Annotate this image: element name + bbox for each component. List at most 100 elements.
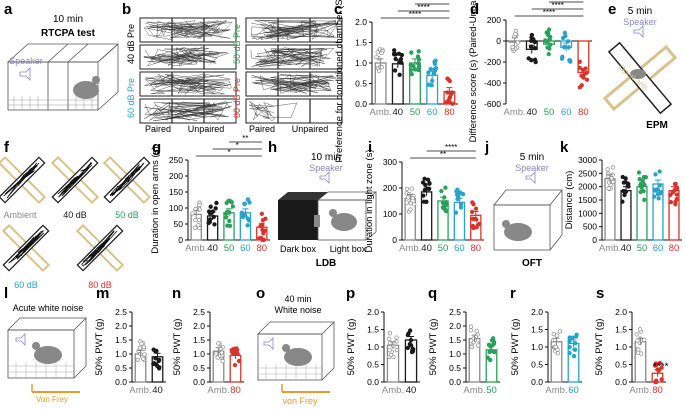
speaker-icon [263, 337, 274, 350]
chart-m: 0.0 0.5 1.0 1.5 2.0 2.5 50% PWT (g) Amb. 40 [94, 307, 166, 396]
data-point [637, 327, 643, 332]
data-point [513, 31, 518, 37]
category-label: 40 [406, 385, 417, 396]
y-axis-label: 50% PWT (g) [594, 319, 605, 376]
category-label: 50 [410, 107, 421, 118]
y-tick-label: 0.5 [115, 363, 127, 373]
y-tick-label: 300 [383, 157, 397, 167]
chart-g: 0 50 100 150 200 250 Duration in open arms (s)… [150, 134, 270, 254]
data-point [142, 352, 147, 357]
y-tick-label: 1.5 [193, 335, 205, 345]
data-point [567, 345, 572, 350]
y-axis-label: Distance (cm) [564, 171, 575, 230]
y-tick-label: 0 [592, 235, 597, 245]
y-tick-label: 200 [169, 171, 183, 181]
y-tick-label: 2.0 [115, 321, 127, 331]
significance-marker: **** [417, 3, 429, 12]
data-point [259, 211, 264, 216]
y-tick-label: 1000 [578, 208, 597, 218]
data-point [487, 349, 492, 355]
data-point [207, 219, 213, 225]
bar-40 [420, 191, 433, 241]
data-point [672, 181, 678, 187]
data-point [408, 328, 413, 333]
data-point [374, 54, 379, 60]
data-point [656, 196, 661, 201]
data-point [445, 90, 450, 95]
data-point [135, 357, 140, 363]
significance-marker: **** [653, 361, 669, 372]
category-label: 40 [621, 243, 632, 254]
data-point [577, 65, 582, 70]
data-point [409, 71, 414, 77]
data-point [411, 347, 416, 352]
epm-trajectory [81, 230, 118, 267]
y-tick-label: 2.0 [193, 321, 205, 331]
epm-cross [102, 155, 152, 205]
panel-letter-r: r [510, 285, 516, 302]
panel-j-illustration: 5 min Speaker OFT [493, 152, 563, 269]
data-point [515, 40, 521, 45]
data-point [399, 52, 405, 58]
category-label: Amb. [370, 107, 392, 118]
data-point [577, 85, 582, 90]
category-label: 50 [544, 107, 555, 118]
data-point [218, 346, 223, 351]
data-point [659, 377, 664, 382]
y-tick-label: 0 [392, 235, 397, 245]
chart-c: 0.0 0.5 1.0 1.5 2.0 Preference for conditione… [334, 0, 458, 163]
data-point [430, 78, 435, 83]
category-label: Amb. [185, 243, 207, 254]
data-point [668, 192, 673, 198]
speaker-icon [19, 67, 31, 81]
category-label: Amb. [599, 243, 621, 254]
data-point [546, 51, 551, 57]
y-tick-label: 2.0 [449, 321, 461, 331]
panel-letter-h: h [268, 139, 277, 156]
significance-marker: **** [551, 1, 563, 10]
panel-h-speaker-label: Speaker [309, 163, 343, 173]
data-point [428, 66, 433, 72]
traj-row-40db: 40 dB Pre [126, 24, 136, 64]
data-point [443, 100, 449, 105]
data-point [153, 349, 158, 354]
data-point [394, 335, 399, 340]
panel-o-title: White noise [274, 305, 321, 315]
data-point [236, 358, 242, 364]
data-point [224, 211, 229, 216]
y-tick-label: 0.5 [449, 363, 461, 373]
y-tick-label: 150 [169, 187, 183, 197]
data-point [565, 39, 571, 44]
category-label: 80 [257, 243, 268, 254]
epm-label-40db: 40 dB [63, 210, 87, 220]
data-point [449, 90, 455, 95]
panel-letter-j: j [484, 139, 489, 156]
data-point [636, 170, 642, 175]
y-axis-label: Duration in open arms (s) [150, 146, 161, 253]
data-point [634, 332, 639, 337]
epm-label-60db: 60 dB [14, 280, 38, 290]
y-tick-label: 1.0 [193, 349, 205, 359]
panel-letter-e: e [608, 1, 616, 18]
data-point [408, 207, 413, 212]
panel-letter-a: a [4, 1, 13, 18]
category-label: Amb. [504, 107, 526, 118]
data-point [421, 193, 426, 198]
data-point [376, 68, 382, 73]
panel-j-speaker-label: Speaker [515, 163, 549, 173]
dark-box-label: Dark box [280, 244, 317, 254]
significance-marker: **** [543, 8, 555, 17]
epm-label-ambient: Ambient [3, 210, 37, 220]
data-point [642, 197, 647, 202]
data-point [410, 64, 416, 69]
data-point [196, 223, 201, 228]
y-tick-label: 0.0 [531, 377, 543, 387]
data-point [388, 352, 394, 358]
chart-q: 0.0 0.5 1.0 1.5 2.0 2.5 50% PWT (g) Amb. 50 [428, 307, 500, 396]
mouse-icon [284, 348, 312, 366]
y-axis-label: 50% PWT (g) [346, 319, 357, 376]
data-point [623, 176, 628, 181]
y-tick-label: 2.5 [115, 307, 127, 317]
epm-trajectory [57, 161, 93, 198]
